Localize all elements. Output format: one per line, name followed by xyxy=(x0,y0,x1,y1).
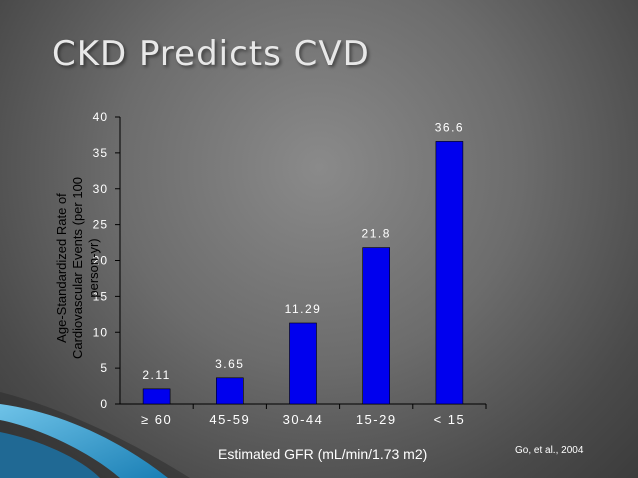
bar-value-label: 3.65 xyxy=(215,357,244,371)
y-tick-label: 40 xyxy=(93,110,108,124)
x-tick-label: ≥ 60 xyxy=(141,412,172,427)
x-tick-label: < 15 xyxy=(434,412,466,427)
y-tick-label: 25 xyxy=(93,218,108,232)
y-tick-label: 30 xyxy=(93,182,108,196)
y-tick-label: 5 xyxy=(100,361,108,375)
x-tick-label: 15-29 xyxy=(356,412,397,427)
x-axis-title: Estimated GFR (mL/min/1.73 m2) xyxy=(218,446,428,462)
bar xyxy=(142,388,171,405)
y-tick-label: 35 xyxy=(93,146,108,160)
y-tick-label: 10 xyxy=(93,325,108,339)
y-tick-label: 20 xyxy=(93,254,108,268)
bar xyxy=(435,141,464,405)
bar xyxy=(362,247,391,405)
bar xyxy=(216,377,244,405)
bar-value-label: 21.8 xyxy=(362,227,391,241)
y-axis-title: Age-Standardized Rate of Cardiovascular … xyxy=(54,176,101,360)
bar-value-label: 36.6 xyxy=(435,120,464,134)
y-tick-label: 15 xyxy=(93,289,108,303)
bar-value-label: 2.11 xyxy=(142,368,170,382)
bar-value-label: 11.29 xyxy=(285,302,322,316)
y-tick-label: 0 xyxy=(100,397,108,411)
bar xyxy=(289,322,317,405)
citation: Go, et al., 2004 xyxy=(515,445,584,456)
x-tick-label: 45-59 xyxy=(209,412,250,427)
slide-title: CKD Predicts CVD xyxy=(52,34,370,74)
x-tick-label: 30-44 xyxy=(283,412,324,427)
